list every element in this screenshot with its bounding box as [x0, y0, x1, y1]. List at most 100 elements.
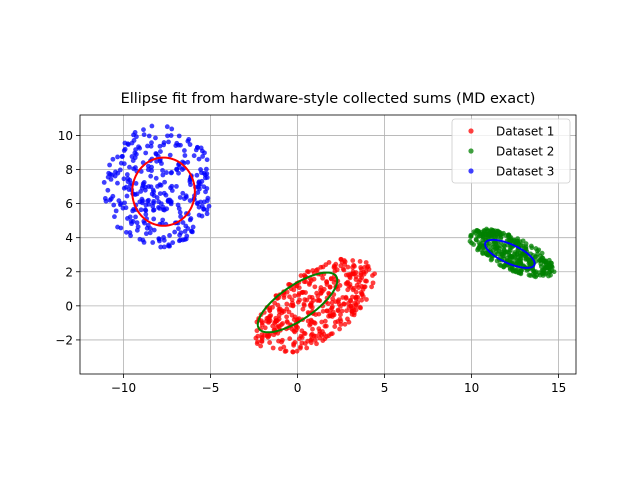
data-point — [350, 258, 356, 263]
data-point — [338, 304, 343, 309]
data-point — [195, 145, 200, 151]
data-point — [289, 326, 295, 332]
data-point — [277, 306, 283, 312]
data-point — [290, 349, 296, 355]
data-point — [266, 319, 271, 325]
data-point — [532, 270, 538, 275]
data-point — [299, 340, 305, 346]
data-point — [169, 126, 175, 132]
fit-ellipse — [484, 238, 536, 269]
data-point — [175, 202, 181, 208]
y-tick-label: 0 — [65, 299, 73, 313]
data-point — [141, 127, 146, 133]
data-point — [330, 296, 336, 302]
data-point — [161, 244, 167, 250]
data-point — [178, 214, 183, 219]
data-point — [170, 240, 176, 246]
data-point — [143, 202, 149, 208]
x-tick-label: −5 — [202, 381, 220, 395]
data-point — [160, 168, 165, 173]
data-point — [281, 344, 287, 350]
data-point — [172, 229, 178, 235]
data-point — [304, 297, 310, 303]
data-point — [509, 266, 515, 272]
data-point — [295, 317, 301, 322]
data-point — [103, 198, 109, 204]
data-point — [283, 348, 289, 354]
data-point — [370, 280, 376, 286]
data-point — [495, 244, 500, 250]
data-point — [467, 238, 473, 244]
data-point — [359, 283, 365, 289]
data-point — [280, 321, 285, 326]
data-point — [335, 307, 341, 313]
data-point — [329, 299, 335, 305]
data-point — [291, 341, 296, 347]
data-point — [328, 276, 334, 281]
data-point — [157, 238, 162, 244]
data-point — [167, 197, 173, 203]
data-point — [112, 214, 117, 220]
data-point — [176, 133, 182, 139]
data-point — [141, 132, 147, 138]
data-point — [113, 208, 119, 214]
data-point — [105, 187, 111, 193]
data-point — [153, 151, 159, 157]
data-point — [327, 313, 333, 319]
data-point — [125, 179, 131, 185]
data-point — [131, 132, 136, 138]
data-point — [324, 308, 330, 314]
data-point — [157, 143, 163, 149]
data-point — [537, 272, 543, 278]
data-point — [185, 159, 191, 165]
data-point — [341, 301, 347, 307]
data-point — [204, 157, 210, 163]
data-point — [336, 297, 342, 303]
data-point — [303, 279, 309, 285]
data-point — [147, 230, 153, 236]
data-point — [148, 143, 154, 149]
plot-frame — [79, 114, 577, 375]
data-point — [287, 294, 292, 300]
data-point — [308, 332, 314, 338]
data-point — [167, 243, 172, 249]
data-point — [142, 187, 148, 193]
data-point — [180, 237, 186, 243]
data-point — [107, 162, 112, 168]
data-point — [325, 301, 331, 307]
y-tick-label: 10 — [58, 129, 73, 143]
data-point — [129, 154, 135, 159]
data-point — [123, 205, 129, 211]
data-point — [137, 236, 143, 242]
data-point — [177, 232, 183, 238]
data-point — [339, 308, 345, 314]
data-point — [275, 302, 281, 308]
data-point — [468, 234, 473, 240]
data-point — [272, 320, 277, 326]
data-point — [151, 189, 157, 195]
data-point — [528, 243, 534, 249]
data-point — [298, 333, 304, 339]
data-point — [108, 177, 114, 182]
data-point — [476, 245, 482, 251]
data-point — [121, 185, 127, 191]
data-point — [146, 133, 152, 139]
data-point — [270, 345, 276, 351]
data-point — [182, 153, 188, 158]
x-tick-label: 0 — [294, 381, 302, 395]
data-point — [533, 274, 539, 280]
data-point — [528, 273, 533, 278]
data-point — [139, 200, 145, 206]
data-point — [197, 181, 203, 187]
data-point — [267, 308, 273, 314]
data-point — [353, 307, 359, 313]
data-point — [317, 298, 323, 304]
data-point — [158, 182, 164, 188]
data-point — [187, 217, 193, 223]
data-point — [149, 168, 154, 174]
data-point — [322, 323, 328, 329]
data-point — [259, 339, 265, 344]
data-point — [512, 251, 517, 257]
data-point — [341, 258, 347, 263]
data-point — [304, 269, 310, 274]
